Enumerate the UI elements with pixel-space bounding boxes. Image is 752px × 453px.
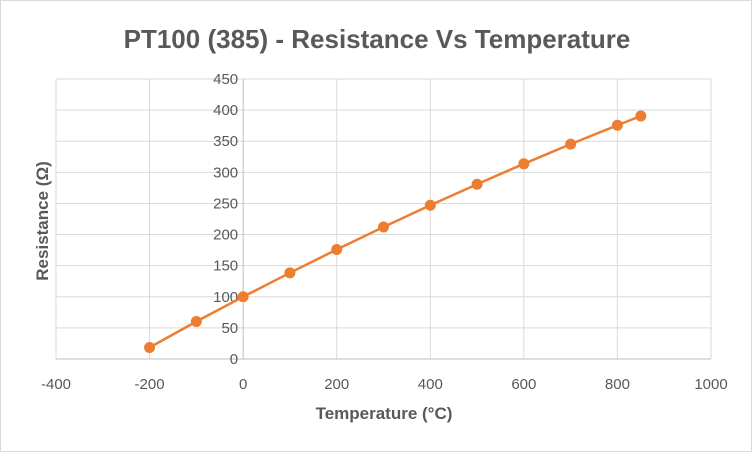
y-tick-label: 300: [213, 164, 238, 181]
y-tick-label: 100: [213, 289, 238, 306]
x-tick-label: 400: [418, 376, 443, 393]
y-tick-label: 250: [213, 195, 238, 212]
y-tick-label: 150: [213, 258, 238, 275]
data-point: [378, 221, 389, 233]
data-point: [635, 110, 647, 122]
x-tick-label: 200: [324, 376, 349, 393]
x-tick-label: 600: [511, 376, 536, 393]
data-point: [565, 138, 577, 150]
series-layer: [144, 110, 647, 353]
x-tick-label: -200: [135, 376, 165, 393]
grid-layer: [55, 78, 712, 359]
data-point: [237, 291, 249, 303]
data-point: [424, 199, 436, 211]
y-tick-label: 200: [213, 227, 238, 244]
y-tick-label: 350: [213, 133, 238, 150]
axis-layer: [56, 79, 711, 360]
y-tick-label: 50: [221, 320, 238, 337]
y-tick-label: 0: [230, 351, 238, 368]
x-axis-title: Temperature (°C): [316, 404, 453, 423]
x-tick-label: 800: [605, 376, 630, 393]
tick-labels: 0 50 100 150 200 250 300 350 400 450 -400 -200 0 200 4…: [41, 71, 728, 393]
data-point: [284, 267, 296, 279]
chart-title: PT100 (385) - Resistance Vs Temperature: [124, 24, 631, 54]
data-point: [190, 315, 202, 327]
y-axis-title: Resistance (Ω): [33, 161, 52, 280]
data-point: [331, 244, 343, 256]
data-point: [471, 178, 483, 190]
data-point: [518, 158, 530, 170]
x-tick-label: -400: [41, 376, 71, 393]
y-tick-label: 450: [213, 71, 238, 88]
x-tick-label: 1000: [694, 376, 727, 393]
y-tick-label: 400: [213, 102, 238, 119]
series-line: [148, 114, 642, 349]
x-tick-label: 0: [239, 376, 247, 393]
data-point: [144, 341, 156, 353]
data-point: [611, 119, 623, 131]
